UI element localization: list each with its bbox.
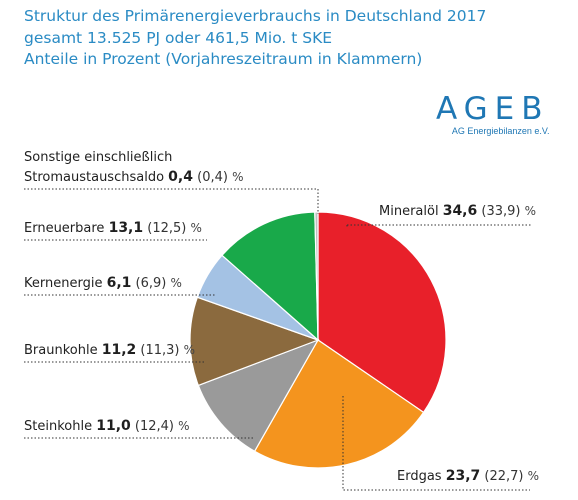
label-kernenergie: Kernenergie 6,1 (6,9) %	[24, 275, 182, 291]
value-sonstige: 0,4	[168, 169, 193, 185]
previous-sonstige: (0,4)	[197, 170, 228, 185]
value-mineraloel: 34,6	[442, 203, 478, 219]
previous-erneuerbare: (12,5)	[147, 221, 187, 236]
label-erdgas: Erdgas 23,7 (22,7) %	[397, 468, 540, 484]
label-braunkohle: Braunkohle 11,2 (11,3) %	[24, 342, 196, 358]
value-erneuerbare: 13,1	[108, 220, 144, 236]
previous-steinkohle: (12,4)	[134, 419, 174, 434]
previous-kernenergie: (6,9)	[135, 276, 167, 291]
chart-title: Struktur des Primärenergieverbrauchs in …	[24, 7, 487, 25]
pie-slice-sonstige	[314, 211, 319, 341]
value-braunkohle: 11,2	[101, 342, 137, 358]
pie-slice-erdgas	[253, 339, 425, 469]
chart-subtitle-total: gesamt 13.525 PJ oder 461,5 Mio. t SKE	[24, 28, 333, 47]
previous-braunkohle: (11,3)	[140, 343, 180, 358]
label-erneuerbare: Erneuerbare 13,1 (12,5) %	[24, 220, 202, 236]
label-mineraloel: Mineralöl 34,6 (33,9) %	[379, 203, 537, 219]
pie-slice-braunkohle	[189, 296, 320, 387]
label-steinkohle: Steinkohle 11,0 (12,4) %	[24, 418, 190, 434]
ageb-logo: AGEB AG Energiebilanzen e.V.	[436, 92, 550, 137]
chart-subtitle-note: Anteile in Prozent (Vorjahreszeitraum in…	[24, 50, 423, 68]
pie-slice-erneuerbare	[221, 211, 319, 342]
value-steinkohle: 11,0	[96, 418, 131, 434]
logo-word: AGEB	[436, 91, 550, 127]
pie-slice-steinkohle	[197, 338, 320, 453]
label-sonstige-line1: Sonstige einschließlich	[24, 150, 173, 165]
value-kernenergie: 6,1	[106, 275, 132, 291]
logo-subtitle: AG Energiebilanzen e.V.	[451, 126, 550, 136]
label-sonstige: Stromaustauschsaldo 0,4 (0,4) %	[24, 169, 244, 185]
leader-sonstige	[24, 188, 319, 214]
chart-title-block: Struktur des Primärenergieverbrauchs in …	[24, 6, 486, 71]
previous-erdgas: (22,7)	[484, 469, 524, 484]
previous-mineraloel: (33,9)	[481, 204, 521, 219]
pie-slice-mineraloel	[317, 211, 447, 414]
value-erdgas: 23,7	[445, 468, 481, 484]
